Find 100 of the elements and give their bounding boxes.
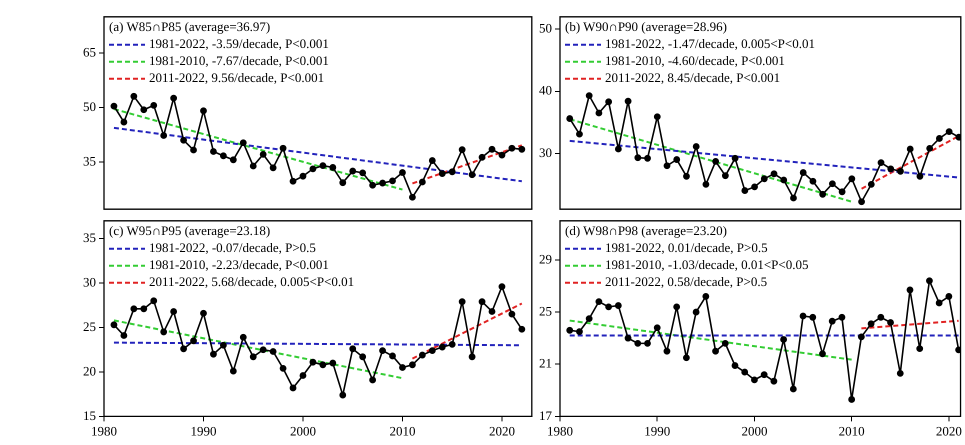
- point: [300, 172, 306, 180]
- point: [488, 146, 496, 153]
- chart-title: (a) W85∩P85 (average=36.97): [109, 19, 270, 34]
- point: [614, 146, 622, 152]
- point: [614, 302, 622, 309]
- point: [250, 162, 257, 170]
- point: [508, 144, 516, 152]
- point: [770, 170, 778, 178]
- point: [887, 165, 894, 172]
- x-tick-label: 1990: [644, 424, 670, 439]
- point: [936, 135, 943, 142]
- point: [838, 188, 846, 196]
- point: [349, 345, 356, 352]
- point: [644, 154, 651, 162]
- point: [654, 113, 661, 120]
- point: [458, 146, 466, 154]
- legend-label: 1981-2022, -1.47/decade, 0.005<P<0.01: [605, 36, 815, 52]
- y-tick-label: 65: [83, 44, 96, 60]
- point: [858, 333, 865, 340]
- point: [290, 384, 296, 392]
- point: [140, 106, 148, 114]
- point: [220, 152, 227, 160]
- point: [624, 334, 632, 342]
- point: [896, 370, 904, 377]
- point: [809, 314, 816, 321]
- chart-title: (d) W98∩P98 (average=23.20): [565, 223, 727, 238]
- point: [210, 350, 217, 358]
- point: [190, 337, 197, 344]
- point: [634, 154, 642, 162]
- point: [692, 143, 700, 150]
- point: [220, 342, 227, 349]
- point: [868, 320, 874, 328]
- point: [349, 168, 356, 174]
- point: [359, 353, 366, 360]
- point: [605, 303, 612, 310]
- x-tick-label: 2010: [838, 424, 865, 439]
- point: [379, 180, 386, 186]
- point: [508, 310, 516, 318]
- point: [828, 180, 836, 188]
- point: [673, 156, 680, 163]
- point: [170, 308, 178, 315]
- y-tick-label: 35: [83, 230, 96, 246]
- point: [200, 310, 207, 317]
- point: [800, 169, 807, 176]
- point: [586, 92, 593, 100]
- point: [848, 175, 856, 182]
- point: [692, 308, 700, 316]
- point: [887, 319, 894, 326]
- y-tick-label: 29: [539, 251, 552, 266]
- point: [120, 118, 128, 126]
- point: [518, 326, 526, 333]
- point: [110, 321, 118, 328]
- y-tick-label: 25: [83, 318, 96, 334]
- point: [280, 364, 286, 372]
- y-tick-label: 21: [539, 356, 552, 371]
- point: [790, 194, 797, 202]
- point: [848, 396, 856, 403]
- point: [605, 98, 612, 106]
- point: [230, 368, 237, 374]
- point: [379, 347, 386, 354]
- legend-label: 1981-2022, -0.07/decade, P>0.5: [149, 240, 316, 256]
- point: [702, 180, 710, 188]
- y-tick-label: 20: [83, 363, 96, 378]
- point: [250, 353, 257, 360]
- legend-label: 2011-2022, 0.58/decade, P>0.5: [605, 274, 768, 290]
- legend-label: 2011-2022, 5.68/decade, 0.005<P<0.01: [149, 274, 354, 290]
- y-tick-label: 30: [83, 274, 96, 290]
- point: [732, 154, 739, 162]
- point: [732, 362, 738, 369]
- point: [448, 340, 456, 348]
- y-tick-label: 35: [83, 153, 96, 168]
- point: [946, 128, 953, 136]
- point: [664, 162, 670, 170]
- point: [270, 164, 277, 172]
- point: [838, 314, 846, 321]
- legend-label: 1981-2010, -7.67/decade, P<0.001: [149, 53, 329, 68]
- point: [319, 162, 326, 170]
- point: [240, 334, 247, 341]
- point: [389, 177, 396, 184]
- point: [160, 328, 168, 336]
- point: [868, 180, 875, 188]
- point: [576, 130, 583, 138]
- point: [936, 300, 943, 306]
- point: [160, 132, 168, 139]
- x-tick-label: 2020: [936, 424, 962, 439]
- legend-label: 1981-2010, -4.60/decade, P<0.001: [605, 53, 785, 68]
- legend-label: 1981-2022, 0.01/decade, P>0.5: [605, 240, 768, 256]
- x-tick-label: 1980: [547, 424, 573, 439]
- point: [955, 134, 961, 141]
- point: [150, 102, 158, 109]
- point: [468, 171, 476, 178]
- point: [418, 178, 426, 186]
- point: [270, 348, 277, 355]
- point: [290, 178, 296, 185]
- point: [359, 170, 366, 176]
- legend-label: 2011-2022, 9.56/decade, P<0.001: [149, 70, 324, 86]
- point: [800, 312, 806, 320]
- point: [428, 157, 436, 164]
- point: [240, 139, 247, 146]
- point: [280, 144, 286, 152]
